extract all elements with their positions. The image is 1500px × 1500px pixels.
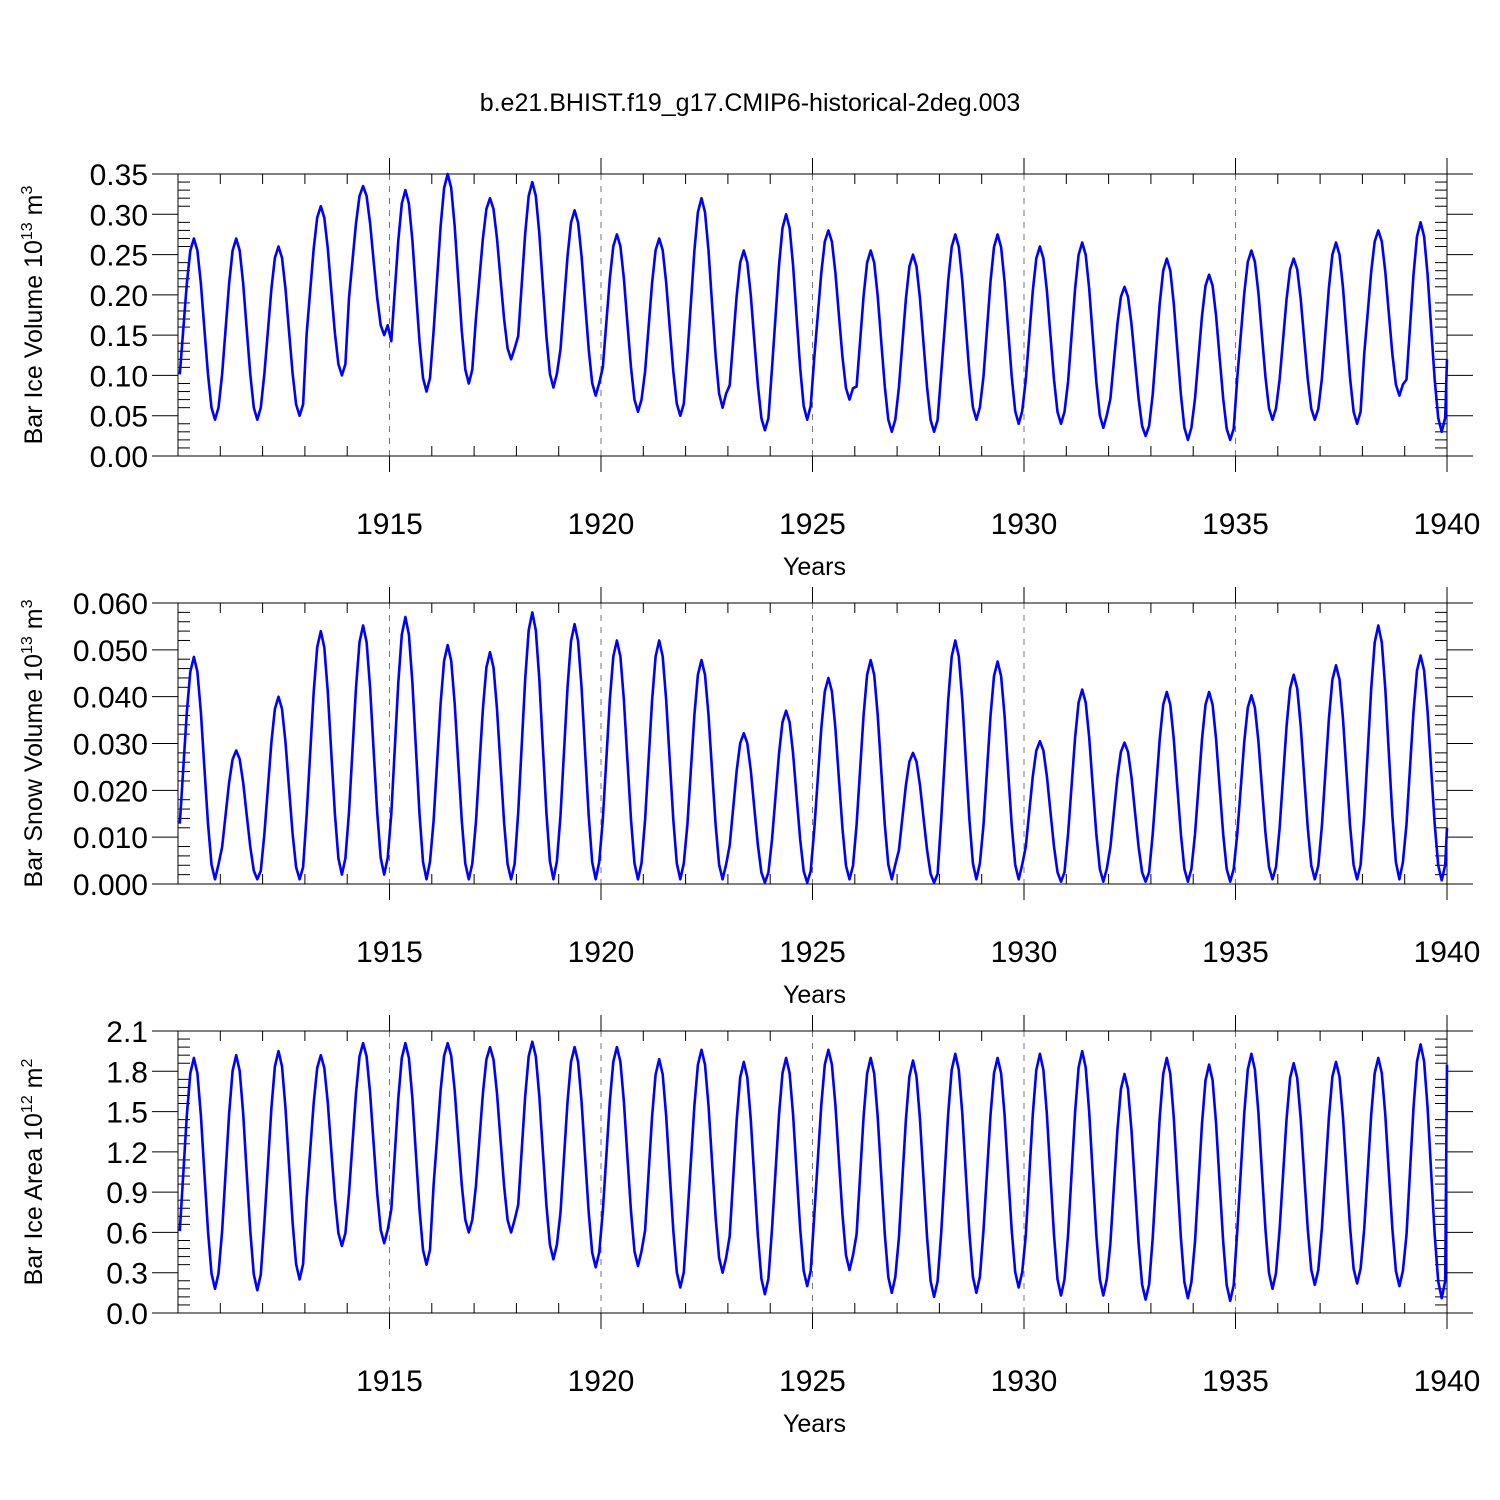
y-tick-label: 0.0 xyxy=(106,1298,148,1331)
x-tick-label: 1935 xyxy=(1202,508,1269,541)
y-tick-label: 0.030 xyxy=(73,729,148,762)
plot-frame xyxy=(177,602,1448,885)
x-axis-label: Years xyxy=(783,981,846,1009)
y-tick-label: 0.060 xyxy=(73,588,148,621)
y-tick-label: 0.050 xyxy=(73,635,148,668)
x-tick-label: 1920 xyxy=(568,936,635,969)
y-tick-label: 0.15 xyxy=(90,320,148,353)
y-tick-label: 0.20 xyxy=(90,280,148,313)
y-tick-label: 2.1 xyxy=(106,1016,148,1049)
y-tick-label: 1.2 xyxy=(106,1137,148,1170)
y-tick-label: 0.6 xyxy=(106,1217,148,1250)
x-tick-label: 1915 xyxy=(356,1365,423,1398)
y-tick-label: 1.8 xyxy=(106,1056,148,1089)
x-tick-label: 1925 xyxy=(779,1365,846,1398)
x-tick-label: 1925 xyxy=(779,936,846,969)
y-tick-label: 0.9 xyxy=(106,1177,148,1210)
x-tick-label: 1935 xyxy=(1202,936,1269,969)
x-tick-label: 1920 xyxy=(568,1365,635,1398)
panel-1: 1915 1920 1925 1930 1935 1940 0.00 0.05 0.10 0.15… xyxy=(19,158,1480,581)
series-line xyxy=(178,1040,1449,1303)
x-tick-label: 1930 xyxy=(991,1365,1058,1398)
x-tick-label: 1920 xyxy=(568,508,635,541)
x-axis-label: Years xyxy=(783,1410,846,1438)
y-tick-label: 0.040 xyxy=(73,682,148,715)
x-tick-label: 1940 xyxy=(1414,936,1481,969)
x-axis-label: Years xyxy=(783,553,846,581)
x-tick-label: 1915 xyxy=(356,508,423,541)
series-line xyxy=(178,611,1449,884)
y-tick-label: 0.25 xyxy=(90,240,148,273)
x-tick-label: 1915 xyxy=(356,936,423,969)
y-tick-label: 0.05 xyxy=(90,401,148,434)
panel-3: 1915 1920 1925 1930 1935 1940 0.0 0.3 0.6 0.9 1.2 1… xyxy=(19,1015,1480,1438)
y-tick-label: 0.020 xyxy=(73,775,148,808)
y-tick-label: 1.5 xyxy=(106,1097,148,1130)
x-tick-label: 1935 xyxy=(1202,1365,1269,1398)
x-tick-label: 1925 xyxy=(779,508,846,541)
y-tick-label: 0.3 xyxy=(106,1258,148,1291)
plot-frame xyxy=(177,173,1448,457)
x-tick-label: 1930 xyxy=(991,508,1058,541)
y-tick-label: 0.000 xyxy=(73,869,148,902)
y-tick-label: 0.35 xyxy=(90,159,148,192)
x-tick-label: 1940 xyxy=(1414,508,1481,541)
y-tick-label: 0.10 xyxy=(90,360,148,393)
y-axis-label: Bar Snow Volume 1013 m3 xyxy=(19,599,48,887)
y-axis-label: Bar Ice Area 1012 m2 xyxy=(19,1059,48,1286)
x-tick-label: 1930 xyxy=(991,936,1058,969)
x-tick-label: 1940 xyxy=(1414,1365,1481,1398)
y-tick-label: 0.00 xyxy=(90,441,148,474)
y-tick-label: 0.30 xyxy=(90,199,148,232)
figure-title: b.e21.BHIST.f19_g17.CMIP6-historical-2de… xyxy=(480,89,1021,117)
panel-2: 1915 1920 1925 1930 1935 1940 0.000 0.010 0.020 0… xyxy=(19,587,1480,1009)
y-axis-label: Bar Ice Volume 1013 m3 xyxy=(19,186,48,445)
y-tick-label: 0.010 xyxy=(73,822,148,855)
series-line xyxy=(178,172,1449,442)
